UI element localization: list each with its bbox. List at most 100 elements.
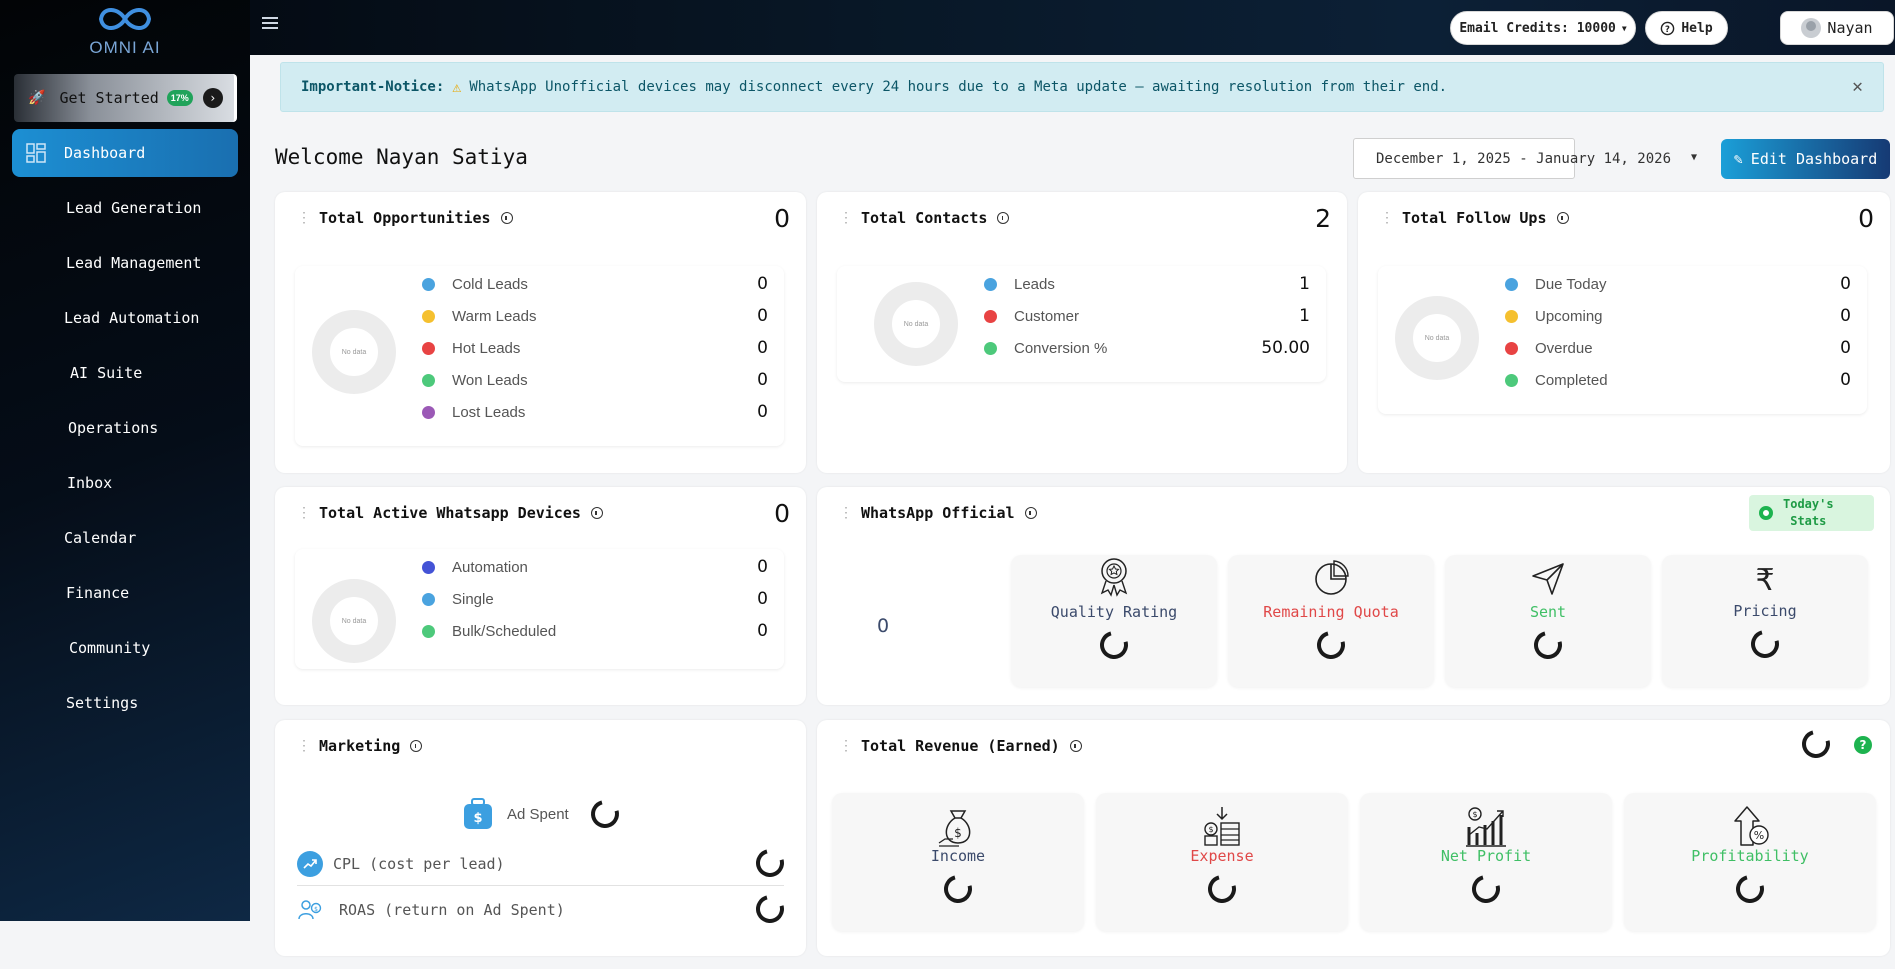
notice-banner: Important-Notice: ⚠ WhatsApp Unofficial …	[280, 62, 1884, 112]
legend-value: 0	[1840, 306, 1851, 326]
stat-label: Sent	[1529, 603, 1567, 621]
info-icon[interactable]	[1556, 212, 1569, 224]
chevron-right-icon[interactable]: ›	[202, 88, 223, 108]
sent-stat: Sent	[1445, 555, 1651, 687]
award-icon	[1100, 558, 1128, 597]
stat-label: Remaining Quota	[1263, 603, 1399, 621]
card-title: Total Opportunities	[319, 209, 491, 227]
info-icon[interactable]	[590, 507, 603, 519]
close-icon[interactable]: ✕	[1852, 76, 1863, 97]
card-title: WhatsApp Official	[861, 504, 1015, 522]
no-data-label: No data	[903, 320, 929, 328]
question-circle-icon: ?	[1661, 21, 1675, 35]
svg-text:?: ?	[1665, 23, 1670, 33]
legend-value: 0	[757, 557, 768, 577]
no-data-label: No data	[1424, 334, 1450, 342]
profitability-stat: % Profitability	[1624, 793, 1876, 931]
todays-stats-toggle[interactable]: Today's Stats	[1749, 495, 1874, 531]
loading-spinner-icon	[750, 889, 790, 929]
legend-value: 0	[757, 306, 768, 326]
sidebar-item-lead-automation[interactable]: Lead Automation	[64, 309, 200, 327]
notice-text: WhatsApp Unofficial devices may disconne…	[469, 79, 1448, 95]
legend-label: Single	[452, 591, 494, 608]
sidebar-item-lead-management[interactable]: Lead Management	[66, 254, 202, 272]
info-icon[interactable]	[1024, 507, 1037, 519]
sidebar-item-operations[interactable]: Operations	[68, 419, 159, 437]
logo[interactable]: OMNI AI	[80, 2, 170, 58]
sidebar-item-settings[interactable]: Settings	[66, 694, 139, 712]
legend-value: 0	[1840, 274, 1851, 294]
caret-down-icon: ▼	[1621, 23, 1627, 33]
card-count: 0	[774, 499, 790, 528]
hamburger-menu-icon[interactable]	[262, 17, 278, 31]
user-name: Nayan	[1827, 19, 1873, 37]
drag-handle-icon[interactable]: ⋮	[839, 738, 853, 754]
info-icon[interactable]	[410, 740, 423, 752]
caret-down-icon[interactable]: ▼	[1691, 152, 1698, 163]
loading-spinner-icon	[750, 843, 790, 883]
get-started-button[interactable]: 🚀 Get Started 17% ›	[14, 74, 237, 122]
sidebar-item-inbox[interactable]: Inbox	[67, 474, 113, 492]
opportunities-card: ⋮ Total Opportunities 0 No data Cold Lead…	[275, 192, 806, 473]
date-range-value: December 1, 2025 - January 14, 2026	[1376, 150, 1672, 167]
info-icon[interactable]	[1069, 740, 1082, 752]
drag-handle-icon[interactable]: ⋮	[297, 210, 311, 226]
percent-arrow-icon: %	[1734, 806, 1769, 846]
money-bag-icon: $	[464, 798, 492, 829]
stat-label: Pricing	[1733, 602, 1797, 620]
cpl-label: CPL (cost per lead)	[333, 855, 505, 873]
legend-label: Won Leads	[452, 372, 528, 389]
email-credits-dropdown[interactable]: Email Credits: 10000 ▼	[1450, 11, 1636, 45]
sidebar-item-calendar[interactable]: Calendar	[64, 529, 137, 547]
drag-handle-icon[interactable]: ⋮	[297, 505, 311, 521]
warning-icon: ⚠	[452, 78, 462, 96]
drag-handle-icon[interactable]: ⋮	[839, 210, 853, 226]
sidebar-item-ai-suite[interactable]: AI Suite	[70, 364, 143, 382]
pencil-icon: ✎	[1733, 150, 1743, 168]
edit-dashboard-button[interactable]: ✎ Edit Dashboard	[1721, 139, 1890, 179]
user-menu-button[interactable]: Nayan	[1780, 11, 1894, 45]
card-count: 0	[1858, 204, 1874, 233]
svg-text:$: $	[954, 826, 962, 840]
money-bag-icon: $	[938, 810, 971, 847]
sidebar-item-lead-generation[interactable]: Lead Generation	[66, 199, 202, 217]
legend-label: Overdue	[1535, 340, 1593, 357]
info-icon[interactable]	[997, 212, 1010, 224]
drag-handle-icon[interactable]: ⋮	[839, 505, 853, 521]
card-title: Total Active Whatsapp Devices	[319, 504, 581, 522]
legend-label: Completed	[1535, 372, 1608, 389]
badge-line: Today's	[1783, 497, 1834, 511]
email-credits-label: Email Credits: 10000	[1459, 20, 1616, 36]
legend-label: Customer	[1014, 308, 1080, 325]
date-range-picker[interactable]: December 1, 2025 - January 14, 2026	[1353, 138, 1671, 179]
devices-panel: No data Automation 0 Single 0 Bulk/Sched…	[295, 549, 784, 669]
legend-item: Cold Leads	[422, 276, 528, 293]
revenue-card: ⋮ Total Revenue (Earned) ? $ Income $ Exp…	[817, 720, 1890, 956]
income-stat: $ Income	[832, 793, 1084, 931]
ad-spent-label: Ad Spent	[507, 805, 569, 823]
sidebar-item-finance[interactable]: Finance	[66, 584, 130, 602]
drag-handle-icon[interactable]: ⋮	[297, 738, 311, 754]
help-button[interactable]: ? Help	[1645, 11, 1728, 45]
opportunities-panel: No data Cold Leads 0 Warm Leads 0 Hot Le…	[295, 266, 784, 446]
svg-text:$: $	[473, 811, 482, 826]
drag-handle-icon[interactable]: ⋮	[1380, 210, 1394, 226]
infinity-logo-icon	[98, 8, 152, 30]
send-icon	[1532, 563, 1564, 595]
whatsapp-official-card: ⋮ WhatsApp Official Today's Stats 0 Qualit…	[817, 487, 1890, 705]
get-started-label: Get Started	[59, 89, 159, 107]
card-title: Total Revenue (Earned)	[861, 737, 1060, 755]
legend-item: Leads	[984, 276, 1055, 293]
pie-chart-icon	[1315, 560, 1349, 595]
help-icon[interactable]: ?	[1854, 736, 1872, 754]
legend-item: Hot Leads	[422, 340, 520, 357]
sidebar-item-community[interactable]: Community	[69, 639, 151, 657]
svg-text:%: %	[1754, 829, 1764, 842]
net-profit-stat: $ Net Profit	[1360, 793, 1612, 931]
legend-value: 0	[757, 370, 768, 390]
info-icon[interactable]	[500, 212, 513, 224]
stat-label: Net Profit	[1440, 847, 1532, 865]
legend-item: Won Leads	[422, 372, 528, 389]
sidebar-item-dashboard[interactable]: Dashboard	[12, 129, 238, 177]
svg-text:$: $	[1472, 810, 1477, 819]
